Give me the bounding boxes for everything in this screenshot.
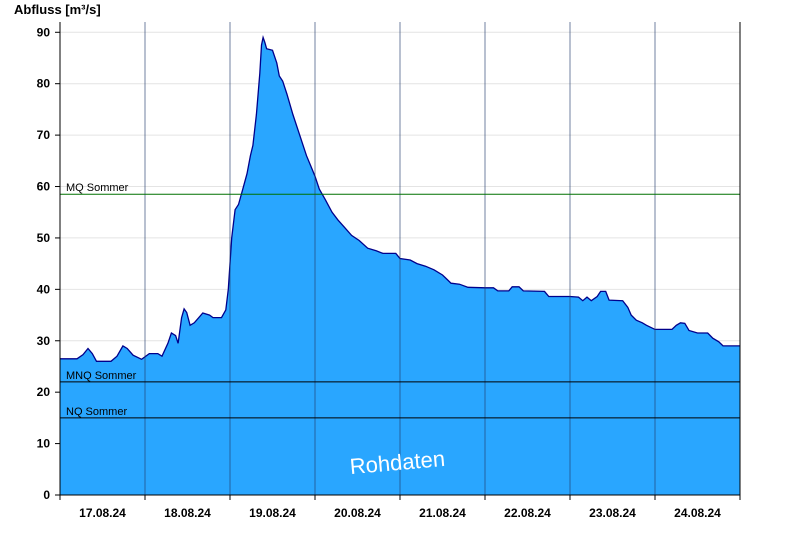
y-tick-label: 0 [43,488,50,502]
reference-line-label: MQ Sommer [66,182,129,194]
x-tick-label: 20.08.24 [334,506,381,520]
y-tick-label: 30 [37,334,51,348]
reference-line-label: NQ Sommer [66,406,127,418]
y-tick-label: 10 [37,437,51,451]
y-tick-label: 80 [37,77,51,91]
x-tick-label: 17.08.24 [79,506,126,520]
y-tick-label: 60 [37,180,51,194]
y-tick-label: 70 [37,128,51,142]
x-tick-label: 19.08.24 [249,506,296,520]
x-tick-label: 22.08.24 [504,506,551,520]
x-tick-label: 24.08.24 [674,506,721,520]
y-tick-label: 20 [37,385,51,399]
discharge-line [60,34,740,362]
y-tick-label: 50 [37,231,51,245]
y-tick-label: 40 [37,282,51,296]
axis-layer: 0 10 20 30 40 50 60 70 80 90 17.08.24 18.08.24 19.08… [37,22,741,520]
y-tick-label: 90 [37,25,51,39]
x-tick-label: 23.08.24 [589,506,636,520]
reference-line-layer: MQ Sommer MNQ Sommer NQ Sommer [60,182,740,419]
x-tick-label: 21.08.24 [419,506,466,520]
reference-line-label: MNQ Sommer [66,370,137,382]
x-tick-label: 18.08.24 [164,506,211,520]
day-separator-layer [144,22,656,495]
y-axis-label: Abfluss [m³/s] [14,2,101,17]
